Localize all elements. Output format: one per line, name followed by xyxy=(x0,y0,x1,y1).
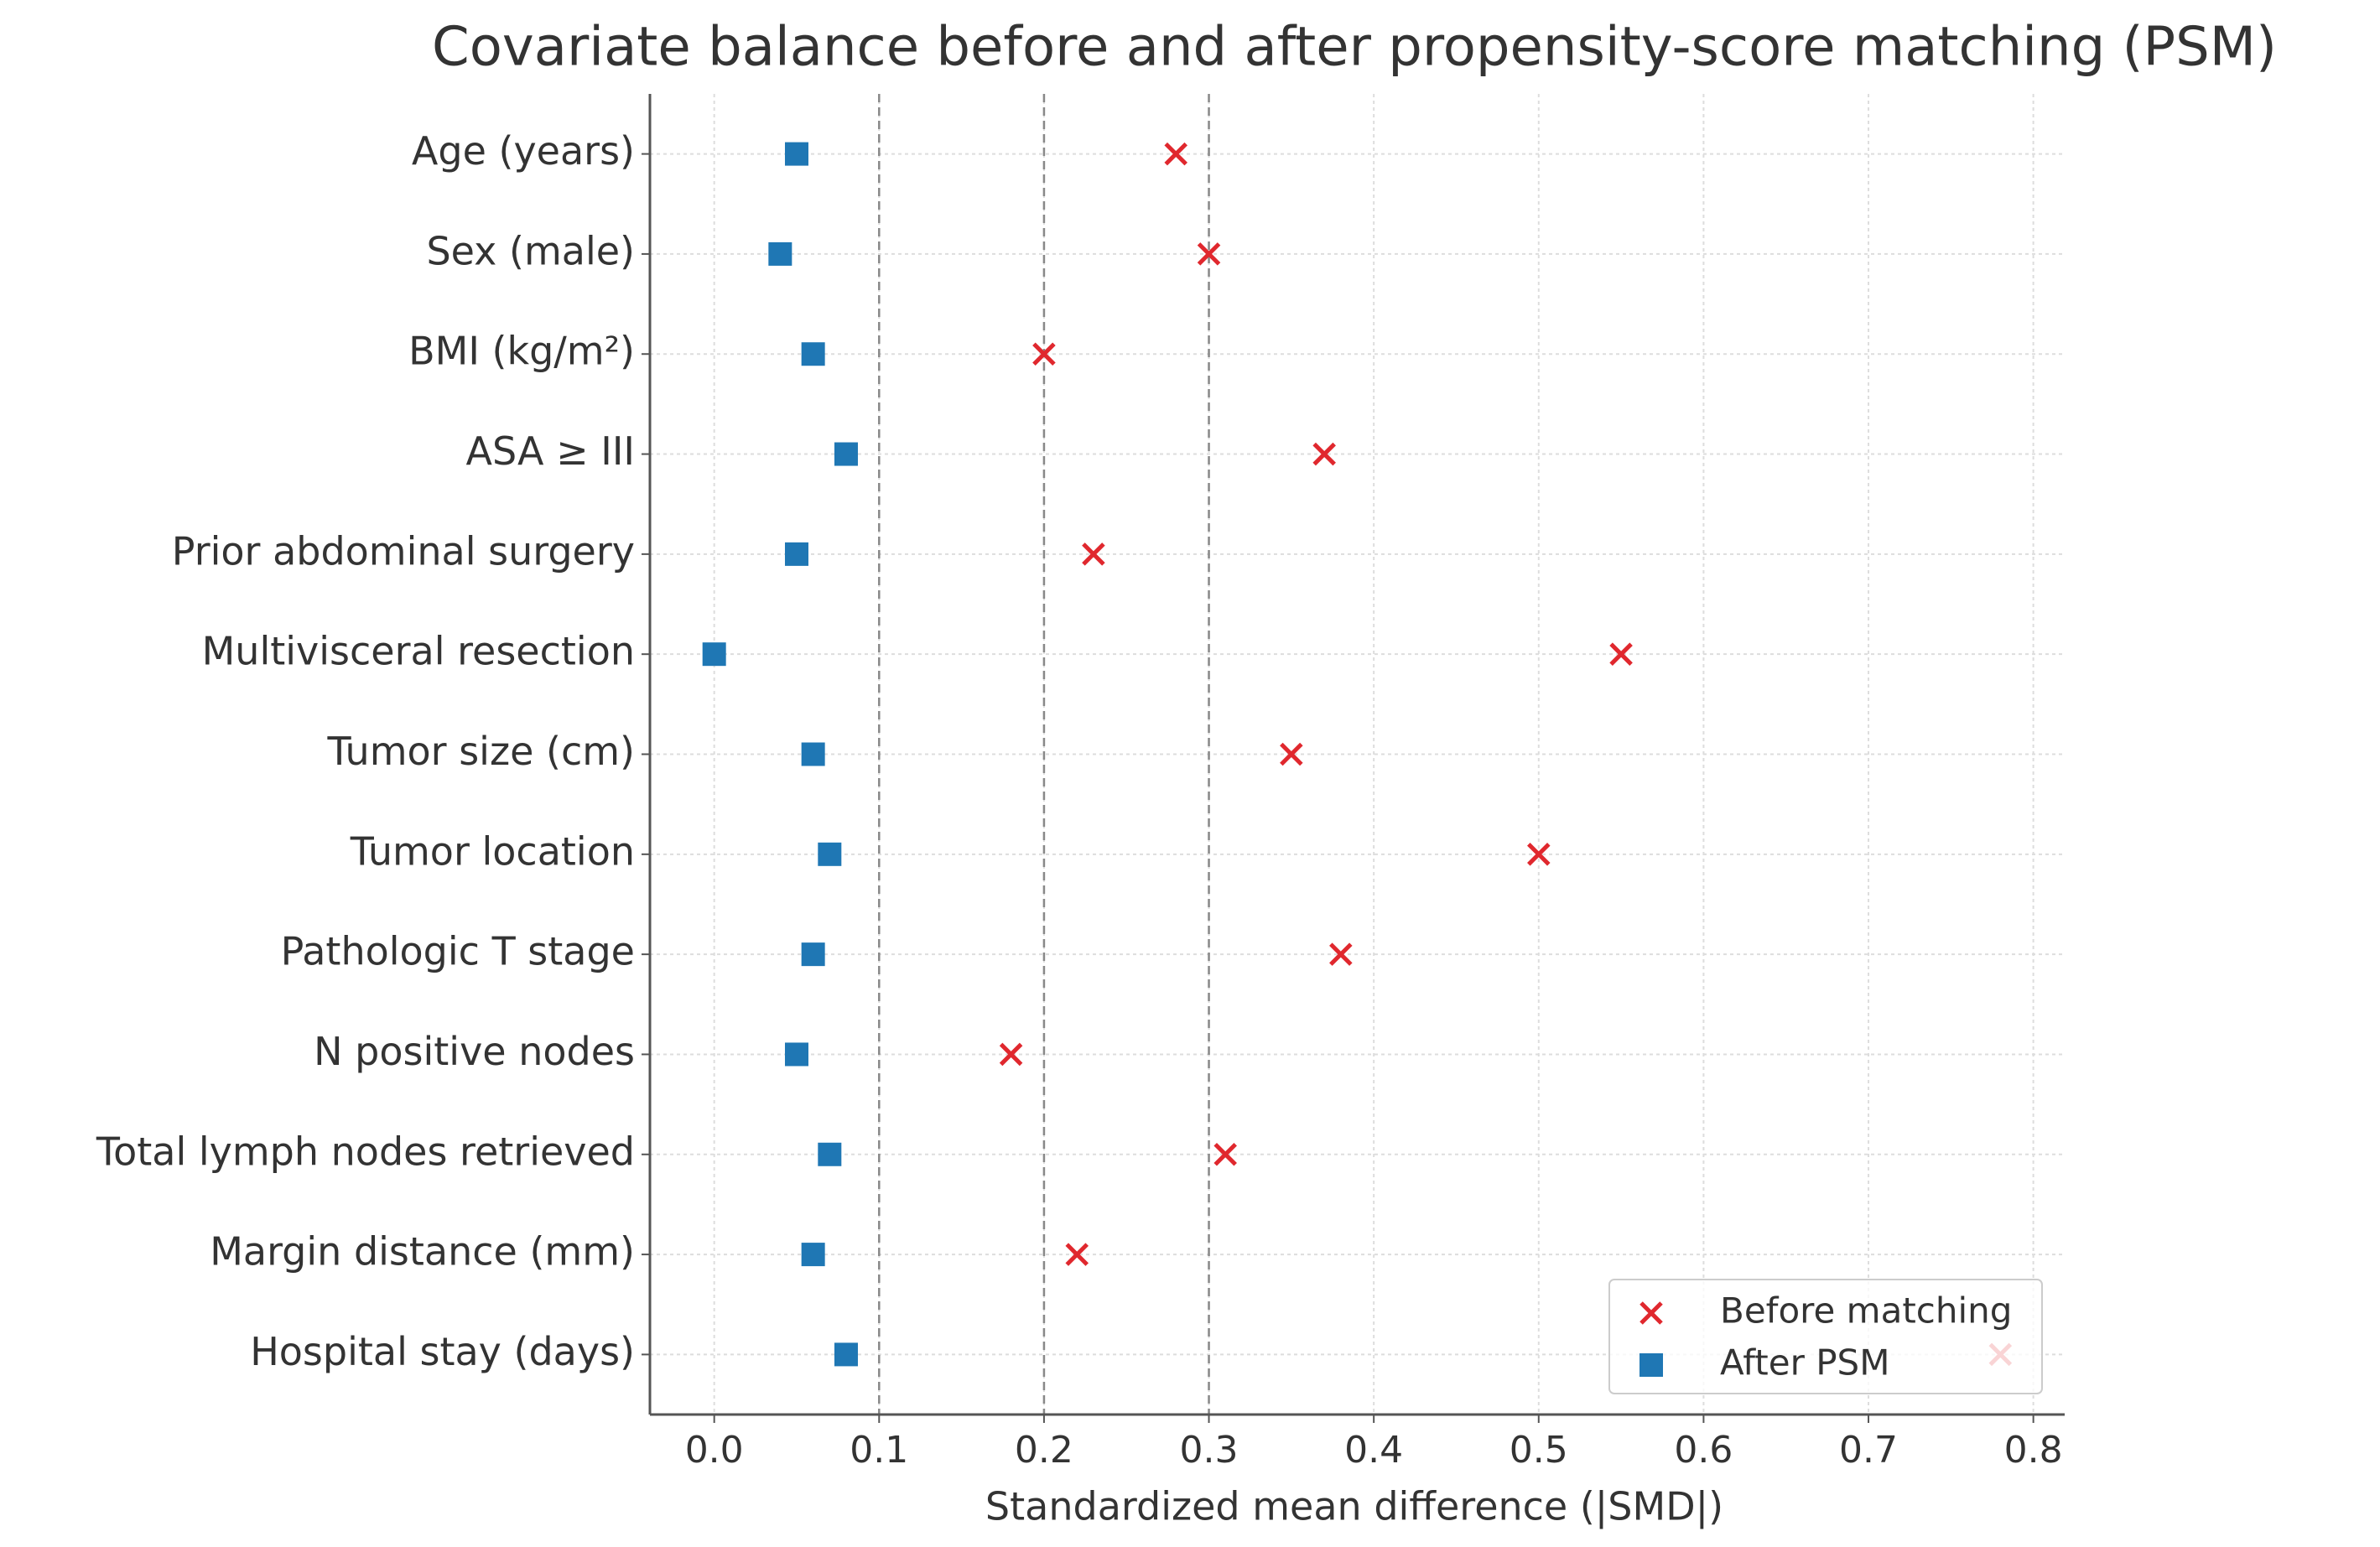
data-point xyxy=(1609,642,1633,666)
y-tick-label: Tumor location xyxy=(350,828,635,874)
chart-title: Covariate balance before and after prope… xyxy=(432,17,2277,79)
legend-symbol xyxy=(1639,1301,1663,1325)
data-point xyxy=(1032,342,1056,366)
data-point xyxy=(1065,1243,1089,1266)
data-point xyxy=(1329,942,1353,966)
x-tick-label: 0.8 xyxy=(2004,1429,2063,1472)
data-point xyxy=(768,241,792,266)
x-tick-label: 0.1 xyxy=(850,1429,908,1472)
data-point xyxy=(818,842,842,866)
data-point xyxy=(1280,742,1303,766)
data-point xyxy=(801,742,825,766)
y-tick-label: N positive nodes xyxy=(314,1029,635,1074)
data-point xyxy=(702,642,726,667)
data-point xyxy=(1164,142,1187,166)
legend-box xyxy=(1608,1279,2043,1394)
y-tick-label: Multivisceral resection xyxy=(202,629,635,674)
data-point xyxy=(1197,242,1221,266)
y-tick-label: Pathologic T stage xyxy=(281,929,635,974)
data-point xyxy=(834,442,858,466)
x-tick-label: 0.2 xyxy=(1015,1429,1073,1472)
x-axis-label: Standardized mean difference (|SMD|) xyxy=(985,1484,1723,1530)
data-point xyxy=(999,1042,1023,1067)
y-tick-label: Margin distance (mm) xyxy=(210,1229,635,1274)
data-point xyxy=(801,942,825,967)
data-point xyxy=(801,1243,825,1267)
data-point xyxy=(801,342,825,366)
y-tick-label: Hospital stay (days) xyxy=(250,1329,635,1374)
x-tick-label: 0.4 xyxy=(1344,1429,1403,1472)
y-tick-label: BMI (kg/m²) xyxy=(408,329,635,374)
data-point xyxy=(1213,1143,1237,1166)
data-point xyxy=(1527,843,1551,866)
data-point xyxy=(1312,442,1336,466)
legend-symbol xyxy=(1639,1353,1663,1377)
y-tick-label: Sex (male) xyxy=(426,228,635,273)
y-tick-label: Prior abdominal surgery xyxy=(172,528,635,574)
data-point xyxy=(1082,542,1105,566)
x-tick-label: 0.0 xyxy=(685,1429,744,1472)
data-point xyxy=(834,1342,858,1367)
legend-label: After PSM xyxy=(1720,1342,1889,1383)
x-tick-label: 0.5 xyxy=(1510,1429,1568,1472)
data-point xyxy=(784,1042,808,1067)
y-tick-label: Age (years) xyxy=(412,128,635,174)
x-tick-label: 0.7 xyxy=(1839,1429,1898,1472)
data-point xyxy=(784,142,808,166)
data-point xyxy=(818,1142,842,1166)
legend-label: Before matching xyxy=(1720,1290,2012,1332)
x-tick-label: 0.6 xyxy=(1674,1429,1733,1472)
x-tick-label: 0.3 xyxy=(1180,1429,1239,1472)
y-tick-label: Tumor size (cm) xyxy=(326,729,635,774)
y-tick-label: ASA ≥ III xyxy=(466,428,635,474)
data-point xyxy=(784,542,808,566)
y-tick-label: Total lymph nodes retrieved xyxy=(96,1129,635,1174)
